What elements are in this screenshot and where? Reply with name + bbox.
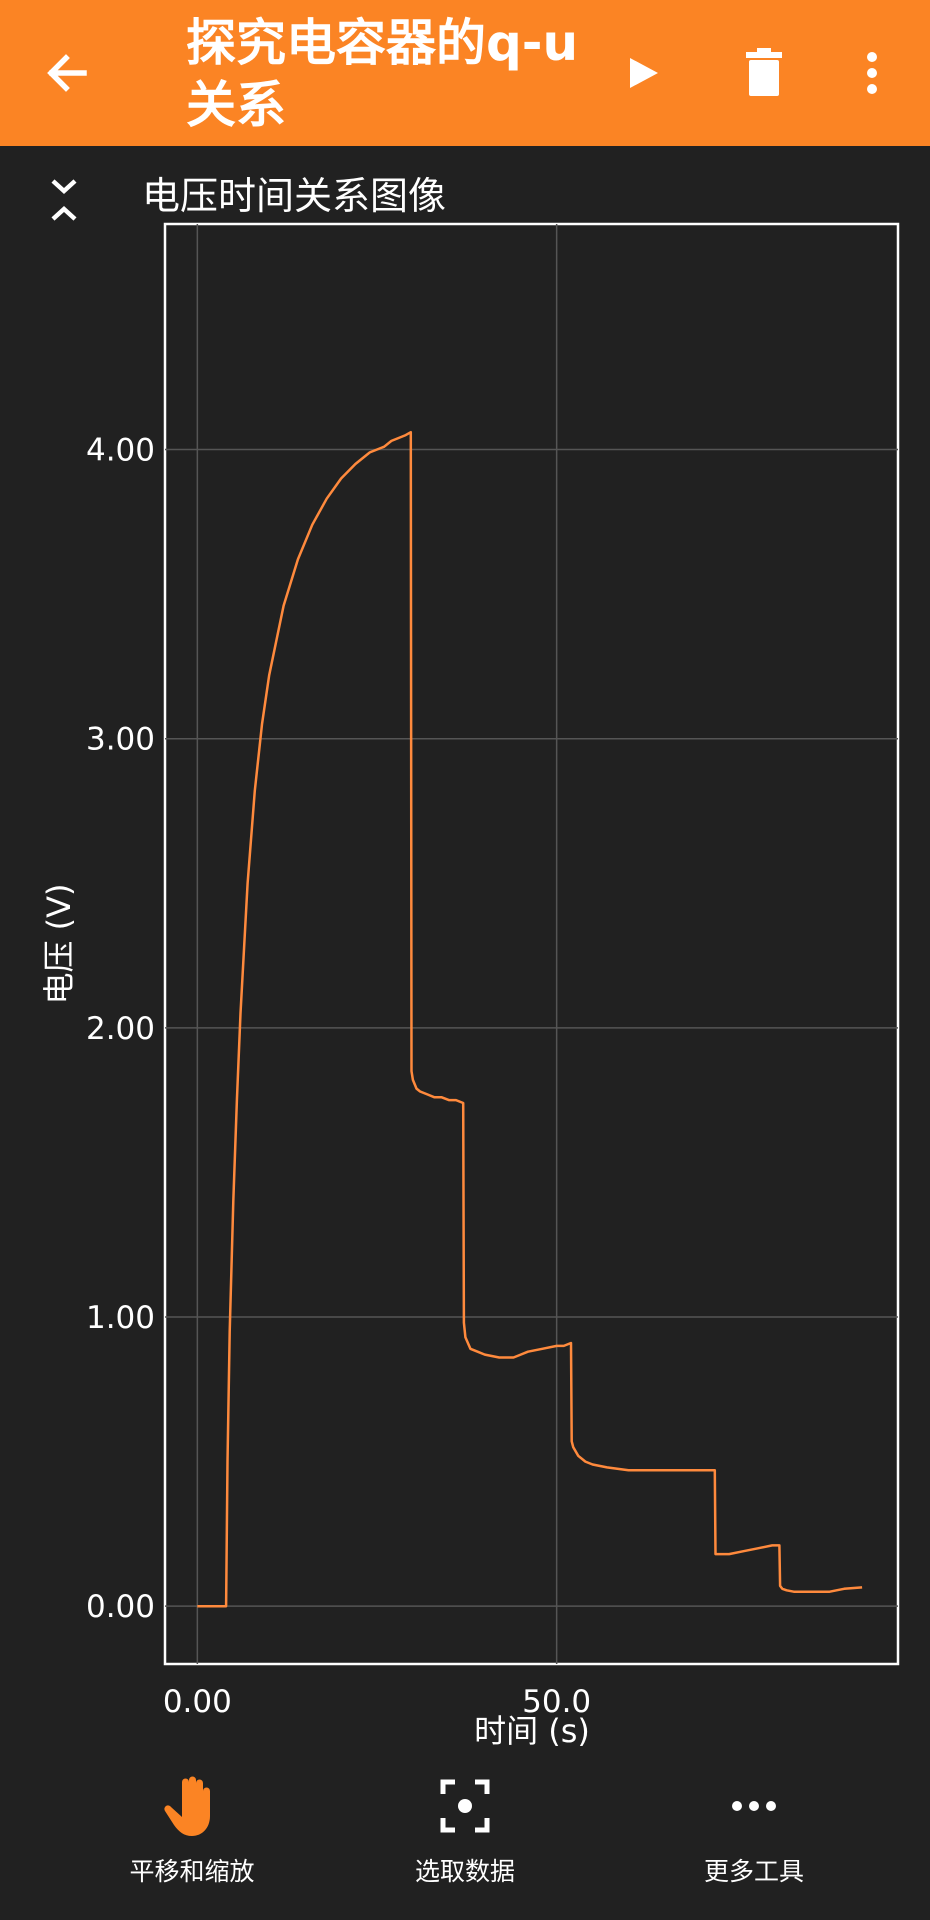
more-vert-icon — [867, 52, 877, 94]
hand-icon — [164, 1776, 210, 1836]
y-tick-label: 4.00 — [86, 433, 155, 469]
play-icon — [630, 58, 658, 88]
arrow-left-icon — [47, 54, 87, 92]
series-line — [197, 430, 863, 1608]
collapse-icon — [51, 179, 77, 221]
x-tick-label: 50.0 — [522, 1684, 591, 1720]
y-tick-label: 1.00 — [86, 1300, 155, 1336]
pan-zoom-tool[interactable]: 平移和缩放 — [82, 1760, 302, 1920]
select-data-tool[interactable]: 选取数据 — [355, 1760, 575, 1920]
collapse-button[interactable] — [44, 176, 84, 224]
nav-label-select-data: 选取数据 — [414, 1857, 515, 1886]
more-tools[interactable]: 更多工具 — [644, 1760, 864, 1920]
grid — [165, 224, 898, 1664]
plot-area — [163, 222, 900, 1666]
more-options-button[interactable] — [852, 44, 892, 102]
back-button[interactable] — [40, 44, 98, 102]
voltage-time-chart[interactable]: 0.00 1.00 2.00 3.00 4.00 0.00 50.0 电压 (V) 时间 … — [0, 210, 930, 1750]
select-data-icon — [440, 1779, 490, 1833]
more-horiz-icon — [732, 1801, 776, 1811]
app-bar: 探究电容器的q-u 关系 — [0, 0, 930, 146]
y-axis-label: 电压 (V) — [40, 883, 78, 1004]
y-tick-label: 0.00 — [86, 1589, 155, 1625]
x-tick-label: 0.00 — [163, 1684, 232, 1720]
nav-label-more-tools: 更多工具 — [703, 1857, 804, 1886]
page-title: 探究电容器的q-u 关系 — [186, 14, 579, 134]
delete-button[interactable] — [738, 40, 790, 104]
y-tick-label: 2.00 — [86, 1011, 155, 1047]
bottom-toolbar: 平移和缩放 选取数据 更多工具 — [0, 1760, 930, 1920]
y-tick-labels: 0.00 1.00 2.00 3.00 4.00 — [86, 433, 155, 1626]
trash-icon — [746, 48, 782, 96]
x-axis-label: 时间 (s) — [474, 1712, 590, 1750]
y-tick-label: 3.00 — [86, 722, 155, 758]
x-tick-labels: 0.00 50.0 — [163, 1684, 591, 1720]
nav-label-pan-zoom: 平移和缩放 — [129, 1857, 255, 1886]
chart-title: 电压时间关系图像 — [142, 174, 447, 218]
play-button[interactable] — [618, 44, 670, 102]
